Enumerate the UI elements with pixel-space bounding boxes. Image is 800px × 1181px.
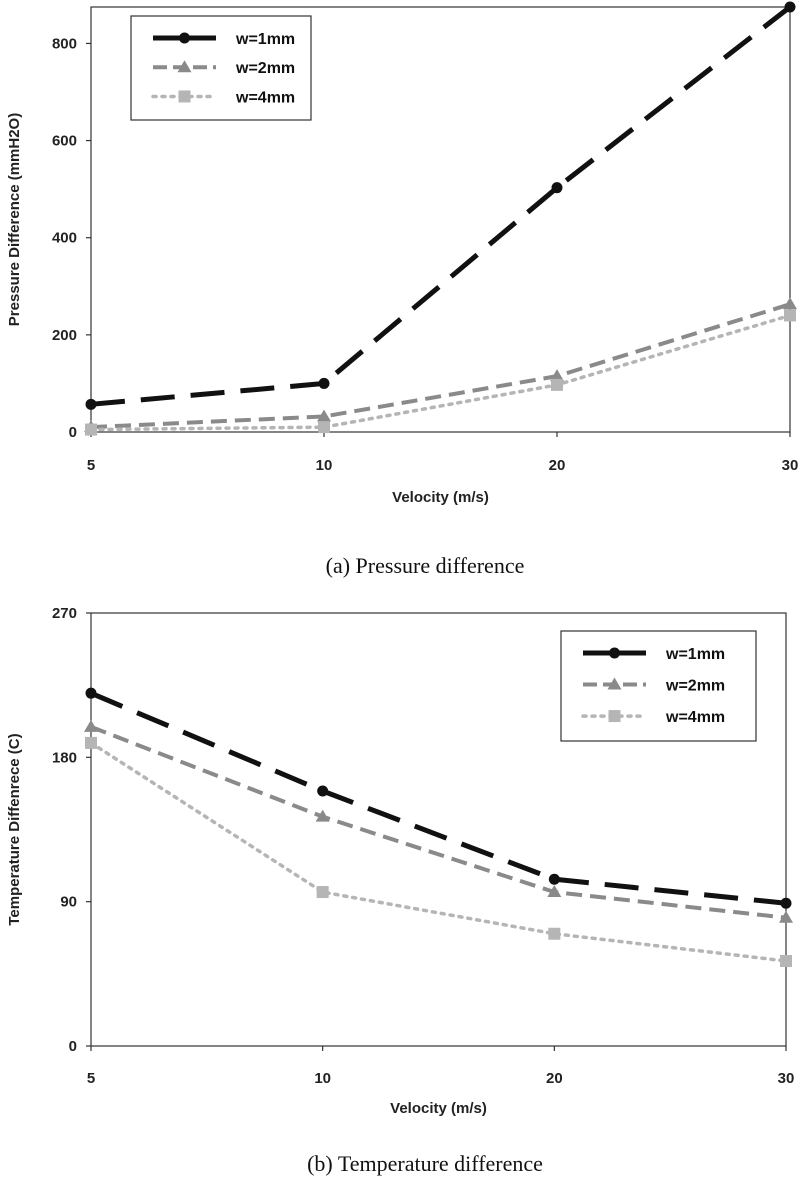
legend-label-w=1mm: w=1mm [665, 646, 725, 663]
y-tick-label: 270 [52, 605, 77, 622]
legend: w=1mm w=2mm w=4mm [560, 630, 757, 742]
series-line-w=2mm [90, 302, 791, 430]
chart-caption: (a) Pressure difference [326, 553, 525, 578]
data-point-w=4mm [316, 886, 329, 899]
data-point-w=2mm [783, 297, 797, 310]
legend-marker-w=4mm [178, 90, 191, 103]
data-point-w=2mm [315, 809, 330, 822]
y-tick-label: 400 [52, 230, 77, 247]
chart-1: 0 200 400 600 800 5 10 20 30 Velocity (m/s) Pressu… [6, 1, 799, 578]
data-point-w=1mm [784, 1, 796, 13]
legend-marker-w=2mm [177, 60, 192, 73]
data-point-w=2mm [547, 885, 562, 898]
data-point-w=2mm [317, 409, 331, 422]
data-point-w=1mm [85, 398, 97, 410]
data-point-w=4mm [784, 309, 796, 322]
plot-frame [90, 612, 787, 1047]
data-point-w=2mm [550, 369, 564, 382]
series-line-w=1mm [90, 690, 787, 906]
x-axis-label: Velocity (m/s) [390, 1100, 487, 1117]
data-point-w=4mm [548, 927, 561, 940]
data-point-w=1mm [780, 897, 792, 909]
y-axis-label: Temperature Diffenrece (C) [6, 733, 23, 925]
chart-caption: (b) Temperature difference [307, 1151, 543, 1176]
legend: w=1mm w=2mm w=4mm [130, 15, 312, 121]
chart-2: 0 90 180 270 5 10 20 30 Velocity (m/s) Temperatur… [6, 605, 794, 1176]
legend-label-w=1mm: w=1mm [235, 31, 295, 48]
series-line-w=4mm [89, 741, 788, 963]
x-tick-label: 10 [316, 457, 333, 474]
legend-marker-w=2mm [607, 677, 622, 690]
legend-label-w=4mm: w=4mm [665, 709, 725, 726]
y-tick-label: 180 [52, 749, 77, 766]
data-point-w=4mm [85, 736, 97, 749]
x-tick-label: 5 [87, 1070, 95, 1087]
x-tick-label: 30 [778, 1070, 795, 1087]
data-point-w=2mm [779, 910, 793, 923]
legend-label-w=4mm: w=4mm [235, 89, 295, 106]
x-tick-label: 5 [87, 457, 95, 474]
legend-marker-w=4mm [608, 710, 621, 723]
legend-box [130, 15, 312, 121]
legend-box [560, 630, 757, 742]
data-point-w=4mm [85, 423, 97, 436]
series-line-w=4mm [89, 313, 792, 432]
y-tick-label: 600 [52, 133, 77, 150]
y-tick-label: 200 [52, 327, 77, 344]
series-line-w=2mm [90, 724, 787, 920]
series-line-w=1mm [90, 5, 792, 407]
legend-marker-w=1mm [179, 32, 190, 44]
data-point-w=4mm [318, 421, 330, 434]
y-tick-label: 800 [52, 35, 77, 52]
y-tick-label: 90 [60, 894, 77, 911]
x-tick-label: 30 [782, 457, 799, 474]
x-axis-label: Velocity (m/s) [392, 489, 489, 506]
legend-marker-w=1mm [609, 647, 620, 659]
y-tick-label: 0 [69, 1038, 77, 1055]
y-tick-label: 0 [69, 424, 77, 441]
data-point-w=4mm [780, 955, 792, 968]
x-tick-label: 20 [546, 1070, 563, 1087]
legend-label-w=2mm: w=2mm [235, 60, 295, 77]
data-point-w=2mm [84, 719, 98, 732]
data-point-w=1mm [85, 687, 97, 699]
data-point-w=1mm [317, 785, 329, 797]
data-point-w=1mm [548, 873, 560, 885]
data-point-w=1mm [551, 182, 563, 194]
y-axis-label: Pressure Difference (mmH2O) [6, 113, 23, 326]
legend-label-w=2mm: w=2mm [665, 678, 725, 695]
x-tick-label: 20 [549, 457, 566, 474]
plot-frame [90, 6, 791, 433]
data-point-w=1mm [318, 377, 330, 389]
data-point-w=4mm [551, 378, 563, 391]
x-tick-label: 10 [314, 1070, 331, 1087]
